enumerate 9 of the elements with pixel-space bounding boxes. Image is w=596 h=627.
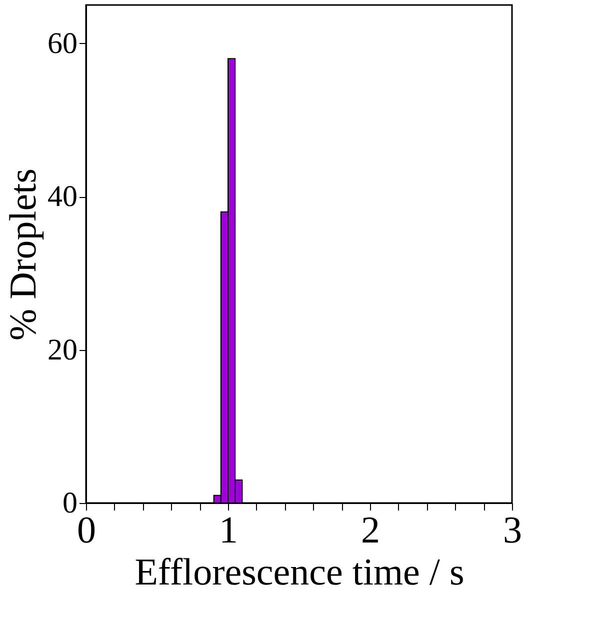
x-tick-label: 1 <box>219 510 238 552</box>
y-tick-label: 40 <box>48 180 78 214</box>
x-axis-title: Efflorescence time / s <box>134 552 464 594</box>
x-tick-label: 3 <box>503 510 522 552</box>
y-axis-title: % Droplets <box>2 168 44 341</box>
x-tick-label: 2 <box>361 510 380 552</box>
y-tick-label: 0 <box>62 486 78 520</box>
y-tick-label: 20 <box>48 333 78 366</box>
y-tick-label: 60 <box>48 26 78 60</box>
